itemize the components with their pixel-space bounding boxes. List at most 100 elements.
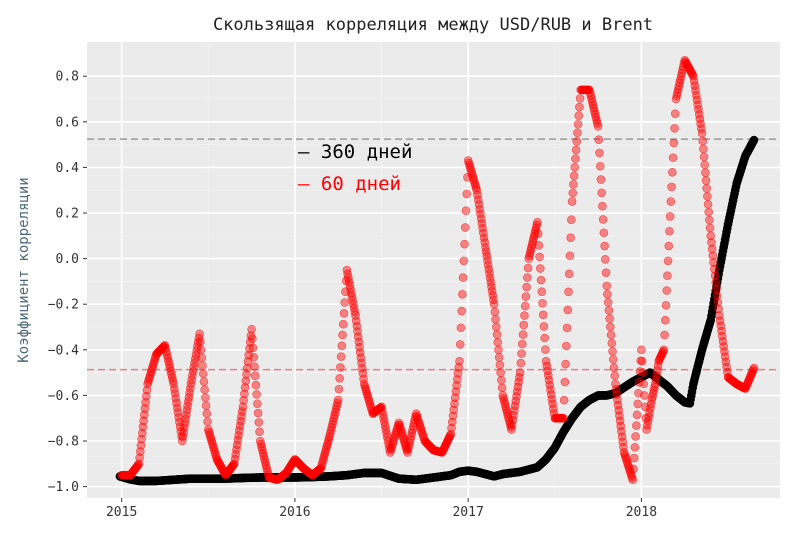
data-point — [546, 390, 556, 399]
data-point — [142, 385, 152, 395]
data-point — [560, 377, 570, 387]
data-point — [547, 394, 557, 404]
data-point — [564, 269, 574, 279]
data-point — [515, 373, 524, 382]
data-point — [689, 76, 699, 86]
data-point — [241, 376, 251, 386]
data-point — [142, 391, 151, 401]
data-point — [637, 356, 647, 366]
data-point — [601, 255, 610, 264]
data-point — [242, 370, 251, 379]
data-point — [339, 309, 349, 318]
data-point — [686, 66, 695, 76]
data-point — [161, 344, 170, 353]
data-point — [216, 462, 226, 472]
y-axis-label: Коэффициент корреляции — [16, 177, 32, 362]
y-tick-label: 0.2 — [56, 207, 79, 222]
data-point — [681, 58, 691, 68]
data-point — [520, 311, 529, 320]
data-point — [169, 379, 178, 389]
data-point — [664, 241, 674, 251]
data-point — [198, 369, 208, 379]
y-tick-label: −0.6 — [48, 389, 79, 404]
y-tick-label: −1.0 — [48, 480, 79, 495]
data-point — [163, 353, 173, 363]
data-point — [444, 434, 454, 443]
data-point — [707, 238, 716, 247]
data-point — [462, 189, 472, 199]
data-point — [630, 442, 640, 452]
data-point — [637, 345, 646, 355]
data-point — [605, 314, 614, 323]
series-layer — [115, 55, 759, 486]
data-point — [683, 61, 692, 70]
data-point — [240, 389, 249, 399]
data-point — [562, 341, 571, 351]
data-point — [543, 371, 553, 380]
data-point — [443, 436, 452, 446]
data-point — [213, 456, 222, 465]
data-point — [607, 338, 617, 348]
data-point — [472, 185, 482, 195]
data-point — [749, 135, 759, 145]
data-point — [525, 251, 534, 261]
data-point — [700, 160, 710, 170]
data-point — [697, 128, 707, 138]
data-point — [478, 223, 487, 233]
data-point — [181, 414, 190, 424]
data-point — [496, 368, 505, 377]
data-point — [404, 441, 414, 451]
data-point — [476, 209, 485, 219]
data-point — [559, 395, 569, 405]
data-point — [595, 161, 605, 171]
data-point — [676, 75, 685, 84]
plot-background — [87, 42, 780, 498]
data-point — [508, 415, 518, 425]
y-tick-label: −0.2 — [48, 298, 79, 313]
data-point — [481, 247, 491, 256]
data-point — [403, 448, 412, 457]
data-point — [573, 119, 583, 129]
data-point — [214, 457, 223, 467]
data-point — [524, 254, 534, 263]
data-point — [632, 421, 641, 430]
data-point — [541, 345, 550, 354]
data-point — [559, 413, 568, 423]
data-point — [333, 395, 343, 405]
data-point — [252, 390, 261, 399]
data-point — [512, 387, 522, 396]
data-point — [629, 464, 638, 474]
data-point — [197, 353, 207, 363]
data-point — [480, 238, 490, 247]
data-point — [445, 431, 455, 440]
y-tick-label: 0.4 — [56, 161, 80, 176]
data-point — [488, 291, 498, 300]
data-point — [438, 446, 448, 456]
data-point — [546, 385, 555, 395]
data-point — [246, 331, 256, 341]
data-point — [243, 357, 253, 366]
data-point — [234, 430, 243, 440]
data-point — [493, 337, 503, 347]
x-tick-label: 2015 — [106, 505, 137, 520]
data-point — [608, 347, 617, 356]
data-point — [699, 144, 708, 154]
data-point — [533, 217, 542, 227]
data-point — [571, 154, 580, 163]
data-point — [661, 315, 670, 325]
data-point — [603, 289, 612, 299]
data-point — [519, 320, 529, 330]
data-point — [598, 215, 608, 224]
data-point — [214, 458, 224, 468]
data-point — [164, 357, 173, 366]
data-point — [599, 228, 609, 238]
data-point — [335, 373, 344, 383]
data-point — [174, 412, 183, 422]
data-point — [253, 408, 263, 418]
data-point — [134, 459, 144, 469]
data-point — [659, 345, 669, 355]
data-point — [232, 440, 242, 450]
data-point — [538, 298, 547, 308]
data-point — [650, 379, 660, 389]
